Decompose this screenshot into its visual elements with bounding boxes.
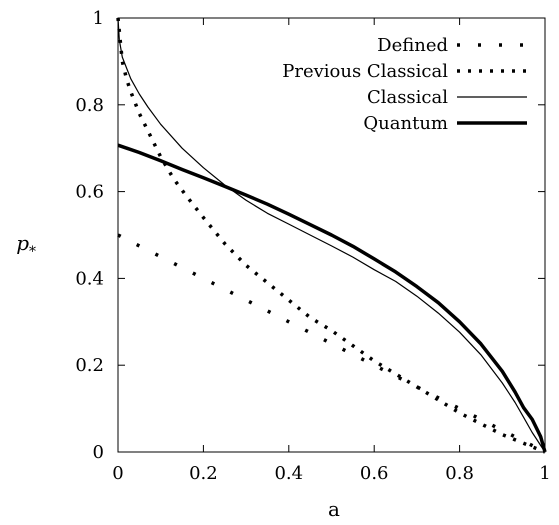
x-tick-label: 0.8 — [445, 463, 474, 484]
x-tick-label: 0 — [112, 463, 123, 484]
y-tick-label: 0.8 — [75, 95, 104, 116]
x-tick-label: 0.4 — [274, 463, 303, 484]
y-tick-label: 0.4 — [75, 268, 104, 289]
series-line-quantum — [117, 143, 547, 453]
legend-label-defined: Defined — [377, 35, 448, 56]
legend-label-previous-classical: Previous Classical — [282, 61, 448, 82]
x-tick-label: 0.6 — [360, 463, 389, 484]
y-axis-label-main: p — [16, 231, 29, 255]
series-line-previous-classical — [116, 17, 546, 454]
y-axis-label-subscript: * — [29, 244, 36, 260]
x-tick-label: 0.2 — [189, 463, 218, 484]
series-line-defined — [117, 233, 546, 454]
x-axis-label: a — [328, 497, 340, 521]
series-line-classical — [117, 17, 546, 453]
legend-label-quantum: Quantum — [363, 113, 448, 134]
y-tick-label: 0.2 — [75, 355, 104, 376]
legend: Defined Previous Classical Classical Quantu… — [282, 35, 527, 134]
plot-area: 0 0.2 0.4 0.6 0.8 1 0 0.2 0.4 0.6 0.8 1 — [75, 8, 550, 484]
y-tick-label: 0.6 — [75, 182, 104, 203]
series-layer — [116, 17, 547, 454]
y-tick-label: 0 — [93, 442, 104, 463]
y-axis-label: p* — [16, 231, 36, 260]
y-tick-label: 1 — [93, 8, 104, 29]
x-tick-label: 1 — [539, 463, 550, 484]
legend-label-classical: Classical — [367, 87, 448, 108]
